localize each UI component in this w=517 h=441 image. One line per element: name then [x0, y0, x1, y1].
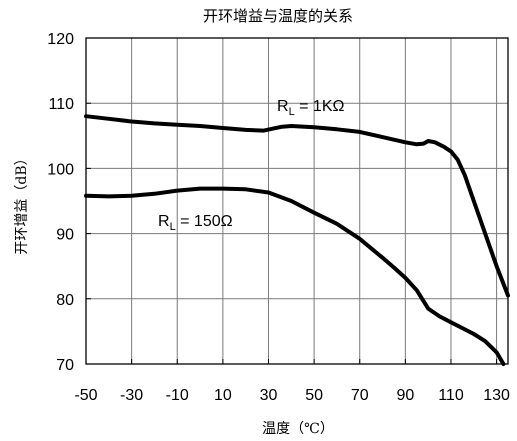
grid [85, 37, 508, 365]
x-tick-label: 10 [214, 387, 232, 404]
y-tick-label: 110 [48, 96, 74, 113]
plot-frame [85, 37, 509, 365]
x-tick-label: 30 [260, 387, 278, 404]
y-tick-labels: 70 80 90 100 110 120 [47, 31, 74, 374]
x-tick-label: -30 [120, 387, 143, 404]
x-tick-label: 110 [438, 387, 464, 404]
y-axis-label: 开环增益（dB） [14, 151, 30, 254]
x-tick-label: 130 [483, 387, 510, 404]
x-tick-label: -10 [166, 387, 189, 404]
series-label-2: RL = 150Ω [158, 213, 233, 233]
y-tick-label: 80 [56, 292, 74, 309]
series-label-1: RL = 1KΩ [277, 98, 344, 118]
y-tick-label: 70 [56, 357, 74, 374]
curves [84, 114, 510, 366]
y-tick-label: 120 [47, 31, 74, 48]
x-axis-label: 温度（℃） [262, 421, 334, 437]
x-tick-labels: -50 -30 -10 10 30 50 70 90 110 130 [74, 387, 510, 404]
x-tick-label: 50 [305, 387, 323, 404]
y-tick-label: 100 [47, 161, 74, 178]
series-labels: RL = 1KΩ RL = 150Ω [158, 98, 344, 233]
x-tick-label: -50 [74, 387, 97, 404]
x-tick-label: 90 [396, 387, 414, 404]
chart-title: 开环增益与温度的关系 [203, 7, 353, 25]
x-tick-label: 70 [351, 387, 369, 404]
series-line-1 [84, 114, 510, 298]
series-line-2 [84, 186, 506, 366]
y-tick-label: 90 [56, 227, 74, 244]
